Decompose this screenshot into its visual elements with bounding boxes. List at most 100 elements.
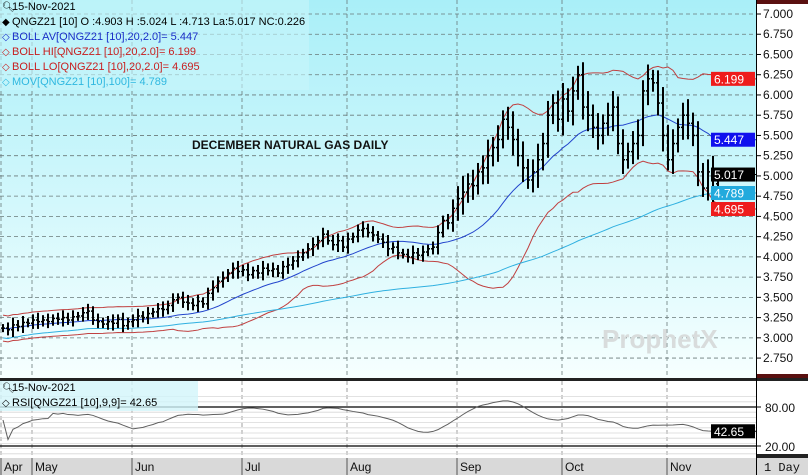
price-bar — [661, 87, 665, 152]
mov-price-tag: 4.789 — [711, 186, 756, 201]
price-bar — [236, 260, 240, 279]
price-bar — [136, 308, 140, 328]
price-bar — [301, 248, 305, 261]
price-bar — [421, 245, 425, 262]
panel-divider[interactable] — [0, 378, 808, 381]
legend-boll-av-row: ◇ BOLL AV[QNGZ21 [10],20,2.0]= 5.447 — [2, 30, 305, 45]
price-bar — [566, 88, 570, 122]
price-bar — [281, 260, 285, 279]
price-bar — [401, 248, 405, 259]
axis-top-bar — [757, 0, 808, 4]
price-bar — [501, 110, 505, 149]
y-tick-label: 2.750 — [763, 351, 793, 365]
timeframe-box[interactable] — [757, 458, 808, 475]
price-bar — [271, 262, 275, 278]
rsi-date-row: 🔍︎15-Nov-2021 — [2, 381, 192, 396]
price-bar — [496, 125, 500, 162]
y-tick-label: 4.500 — [763, 209, 793, 223]
y-tick-label: 3.500 — [763, 290, 793, 304]
price-bar — [396, 240, 400, 260]
price-bar — [101, 317, 105, 329]
price-bar — [151, 307, 155, 318]
price-bar — [591, 104, 595, 139]
legend-mov-row: ◇ MOV[QNGZ21 [10],100]= 4.789 — [2, 75, 305, 90]
price-bar — [341, 235, 345, 253]
y-tick-label: 4.750 — [763, 189, 793, 203]
x-tick-label: Aug — [350, 460, 371, 474]
price-bar — [206, 287, 210, 310]
x-tick-label: Oct — [565, 460, 584, 474]
price-bar — [76, 311, 80, 321]
price-bar — [346, 232, 350, 254]
price-bar — [491, 136, 495, 167]
price-bar — [466, 173, 470, 203]
price-bar — [556, 90, 560, 132]
mov-price-tag-box — [711, 186, 755, 201]
boll-hi-price-tag-text: 6.199 — [714, 72, 744, 86]
price-bar — [116, 314, 120, 329]
price-bar — [536, 143, 540, 188]
price-bar — [201, 297, 205, 308]
diamond-icon: ◇ — [2, 62, 10, 73]
price-bar — [426, 244, 430, 257]
price-bar — [606, 102, 610, 136]
price-bar — [86, 303, 90, 321]
price-bar — [436, 225, 440, 255]
price-bar — [196, 294, 200, 312]
price-bar — [36, 312, 40, 329]
zoom-icon[interactable]: 🔍︎ — [2, 2, 15, 13]
boll-lo-price-tag-box — [711, 202, 755, 217]
price-bar — [246, 263, 250, 282]
price-bar — [126, 317, 130, 330]
price-bar — [146, 307, 150, 325]
y-tick-label: 4.000 — [763, 250, 793, 264]
x-tick-label: Apr — [4, 460, 23, 474]
price-bar — [641, 80, 645, 147]
price-bar — [676, 118, 680, 153]
price-bar — [66, 312, 70, 325]
price-bar — [266, 263, 270, 276]
diamond-icon: ◇ — [2, 398, 10, 409]
price-bar — [256, 264, 260, 279]
price-bar — [71, 310, 75, 327]
diamond-icon: ◇ — [2, 77, 10, 88]
rsi-label-row: ◇ RSI[QNGZ21 [10],9,9]= 42.65 — [2, 396, 192, 411]
zoom-icon[interactable]: 🔍︎ — [2, 383, 15, 394]
price-bar — [41, 315, 45, 327]
y-tick-label: 3.750 — [763, 270, 793, 284]
boll-hi-line — [2, 65, 719, 317]
price-bar — [706, 159, 710, 201]
price-bar — [521, 141, 525, 183]
price-bar — [471, 169, 475, 200]
axis-bottom-bar — [757, 374, 808, 378]
price-bar — [61, 310, 65, 327]
price-bar — [166, 300, 170, 315]
price-bar — [391, 242, 395, 254]
price-bar — [81, 307, 85, 322]
price-bar — [26, 318, 30, 328]
price-bar — [551, 94, 555, 125]
rsi-y-tick-label: 20.00 — [765, 440, 795, 454]
price-bar — [21, 315, 25, 333]
price-bar — [451, 199, 455, 232]
y-tick-label: 7.000 — [763, 7, 793, 21]
price-bar — [411, 245, 415, 265]
last-price-tag: 5.017 — [711, 167, 756, 182]
boll-av-price-tag-box — [711, 132, 755, 147]
price-bar — [386, 235, 390, 257]
y-tick-label: 5.250 — [763, 149, 793, 163]
y-tick-label: 6.000 — [763, 88, 793, 102]
price-bar — [541, 132, 545, 171]
price-bar — [276, 264, 280, 278]
price-bar — [131, 314, 135, 328]
price-bar — [311, 237, 315, 257]
price-bar — [181, 291, 185, 308]
price-bar — [611, 91, 615, 132]
legend-boll-lo: BOLL LO[QNGZ21 [10],20,2.0]= 4.695 — [12, 61, 200, 73]
diamond-icon: ◇ — [2, 47, 10, 58]
price-bar — [111, 314, 115, 331]
price-bar — [51, 314, 55, 326]
timeframe-label[interactable]: 1 Day — [764, 461, 800, 475]
price-bar — [241, 264, 245, 277]
